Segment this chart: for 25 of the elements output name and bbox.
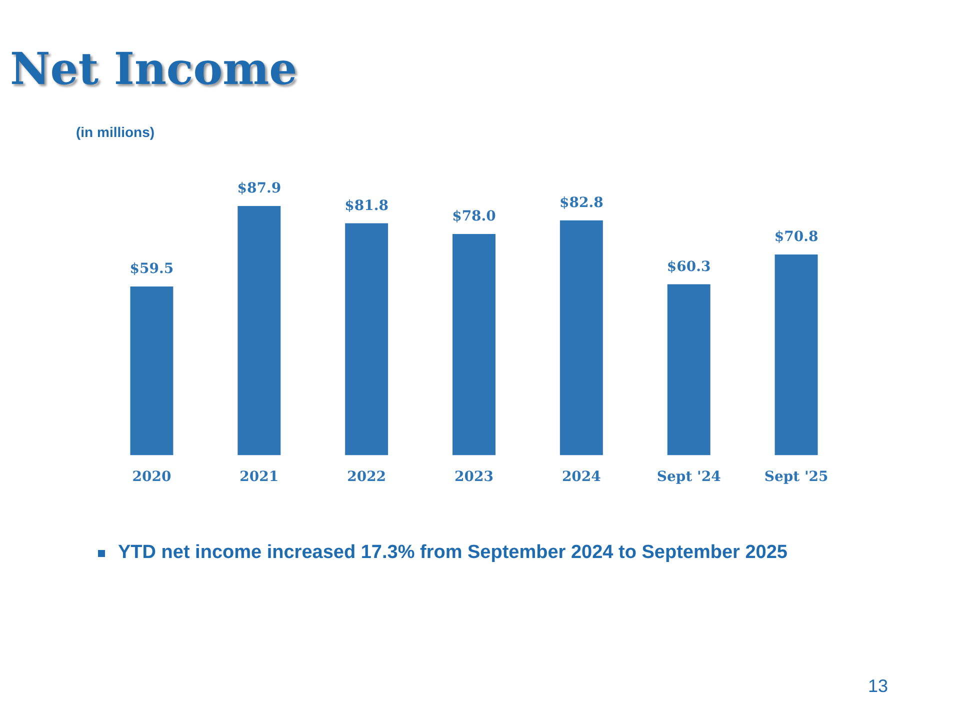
bar <box>667 284 710 456</box>
x-tick-label: 2021 <box>240 469 279 486</box>
chart-subtitle: (in millions) <box>76 124 155 140</box>
bar <box>774 254 818 456</box>
data-label: $87.9 <box>237 180 282 197</box>
data-label: $81.8 <box>344 198 388 214</box>
bar <box>345 223 388 456</box>
bar <box>560 220 603 456</box>
chart-title: Net Income <box>10 44 298 95</box>
x-tick-label: 2020 <box>132 469 172 486</box>
x-tick-label: Sept '24 <box>656 469 722 486</box>
text: 13 <box>868 676 888 697</box>
data-label: $78.0 <box>452 208 496 225</box>
x-tick-label: 2022 <box>347 469 386 486</box>
data-label: $82.8 <box>560 195 604 212</box>
bar <box>238 206 281 456</box>
data-label: $60.3 <box>666 258 711 275</box>
bar <box>452 234 496 456</box>
bar <box>130 286 174 456</box>
text: YTD net income increased 17.3% from September 2024 to September 2025 <box>118 541 788 565</box>
x-tick-label: 2023 <box>454 469 494 486</box>
data-label: $59.5 <box>130 261 174 278</box>
x-tick-label: Sept '25 <box>764 469 828 486</box>
x-tick-label: 2024 <box>562 469 602 486</box>
data-label: $70.8 <box>774 229 818 246</box>
